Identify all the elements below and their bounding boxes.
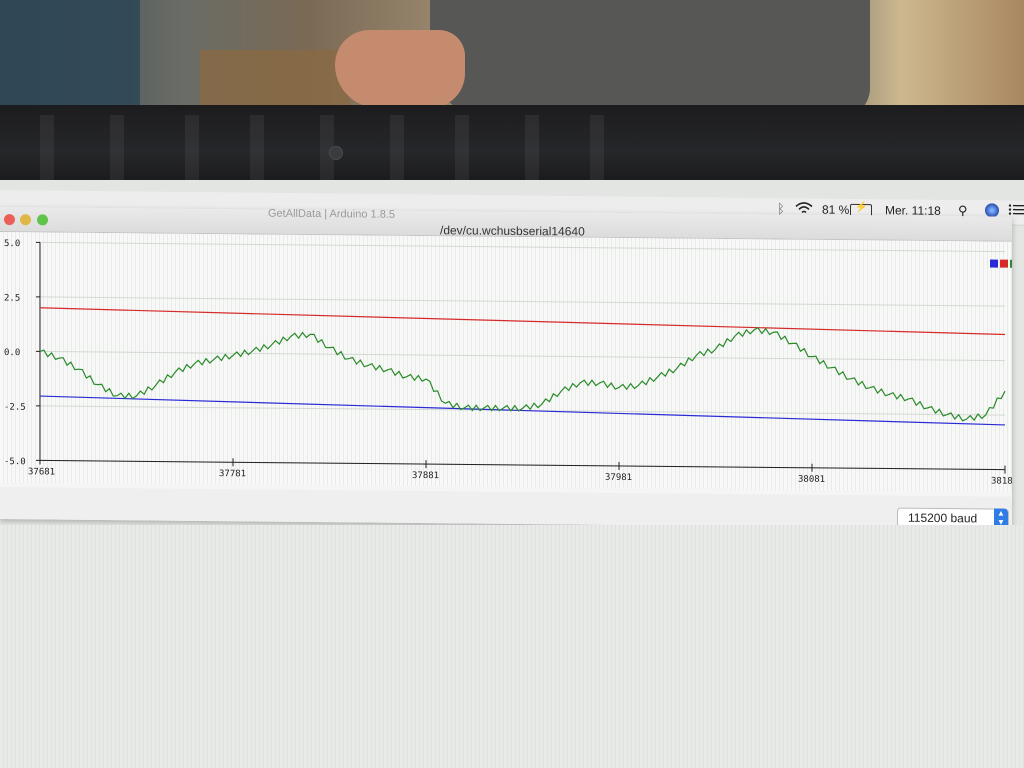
background-laptop — [0, 0, 140, 110]
siri-icon[interactable] — [985, 203, 999, 218]
background-window-title: GetAllData | Arduino 1.8.5 — [268, 207, 395, 221]
notification-center-icon[interactable] — [1008, 204, 1024, 216]
legend-swatch-2 — [1000, 259, 1008, 268]
legend-swatch-1 — [990, 259, 998, 268]
monitor-bezel — [0, 105, 1024, 183]
x-tick-label: 38081 — [798, 475, 825, 485]
y-tick-label: 5.0 — [4, 239, 20, 249]
serial-plotter-window: GetAllData | Arduino 1.8.5 /dev/cu.wchus… — [0, 207, 1012, 529]
gridline-y — [40, 350, 1005, 362]
x-tick-label: 37881 — [412, 471, 439, 481]
x-tick-label: 38181 — [991, 477, 1012, 487]
gridline-y — [40, 296, 1005, 307]
background-photo — [0, 0, 1024, 125]
minimize-button[interactable] — [20, 214, 31, 226]
baud-rate-value: 115200 baud — [908, 510, 978, 526]
gridline-y — [40, 241, 1005, 253]
x-tick-label: 37981 — [605, 473, 632, 483]
y-tick-label: -2.5 — [4, 403, 26, 413]
x-tick-label: 37781 — [219, 469, 246, 479]
x-axis — [40, 459, 1005, 471]
background-person — [430, 0, 870, 118]
series-line-1 — [39, 395, 1006, 426]
y-tick-label: -5.0 — [4, 457, 26, 467]
legend-swatch-3 — [1010, 259, 1012, 268]
menu-bar: ᛒ 81 % Mer. 11:18 ⚲ — [0, 190, 1024, 226]
x-tick-label: 37681 — [28, 467, 55, 477]
close-button[interactable] — [4, 214, 15, 226]
camera-icon — [329, 146, 343, 160]
y-tick-label: 0.0 — [4, 348, 20, 358]
series-line-2 — [39, 307, 1006, 336]
desktop-area — [0, 525, 1024, 768]
y-tick-label: 2.5 — [4, 294, 20, 304]
series-line-3 — [39, 326, 1006, 422]
zoom-button[interactable] — [37, 214, 48, 226]
background-hand — [335, 30, 465, 108]
wifi-icon[interactable] — [795, 201, 813, 215]
